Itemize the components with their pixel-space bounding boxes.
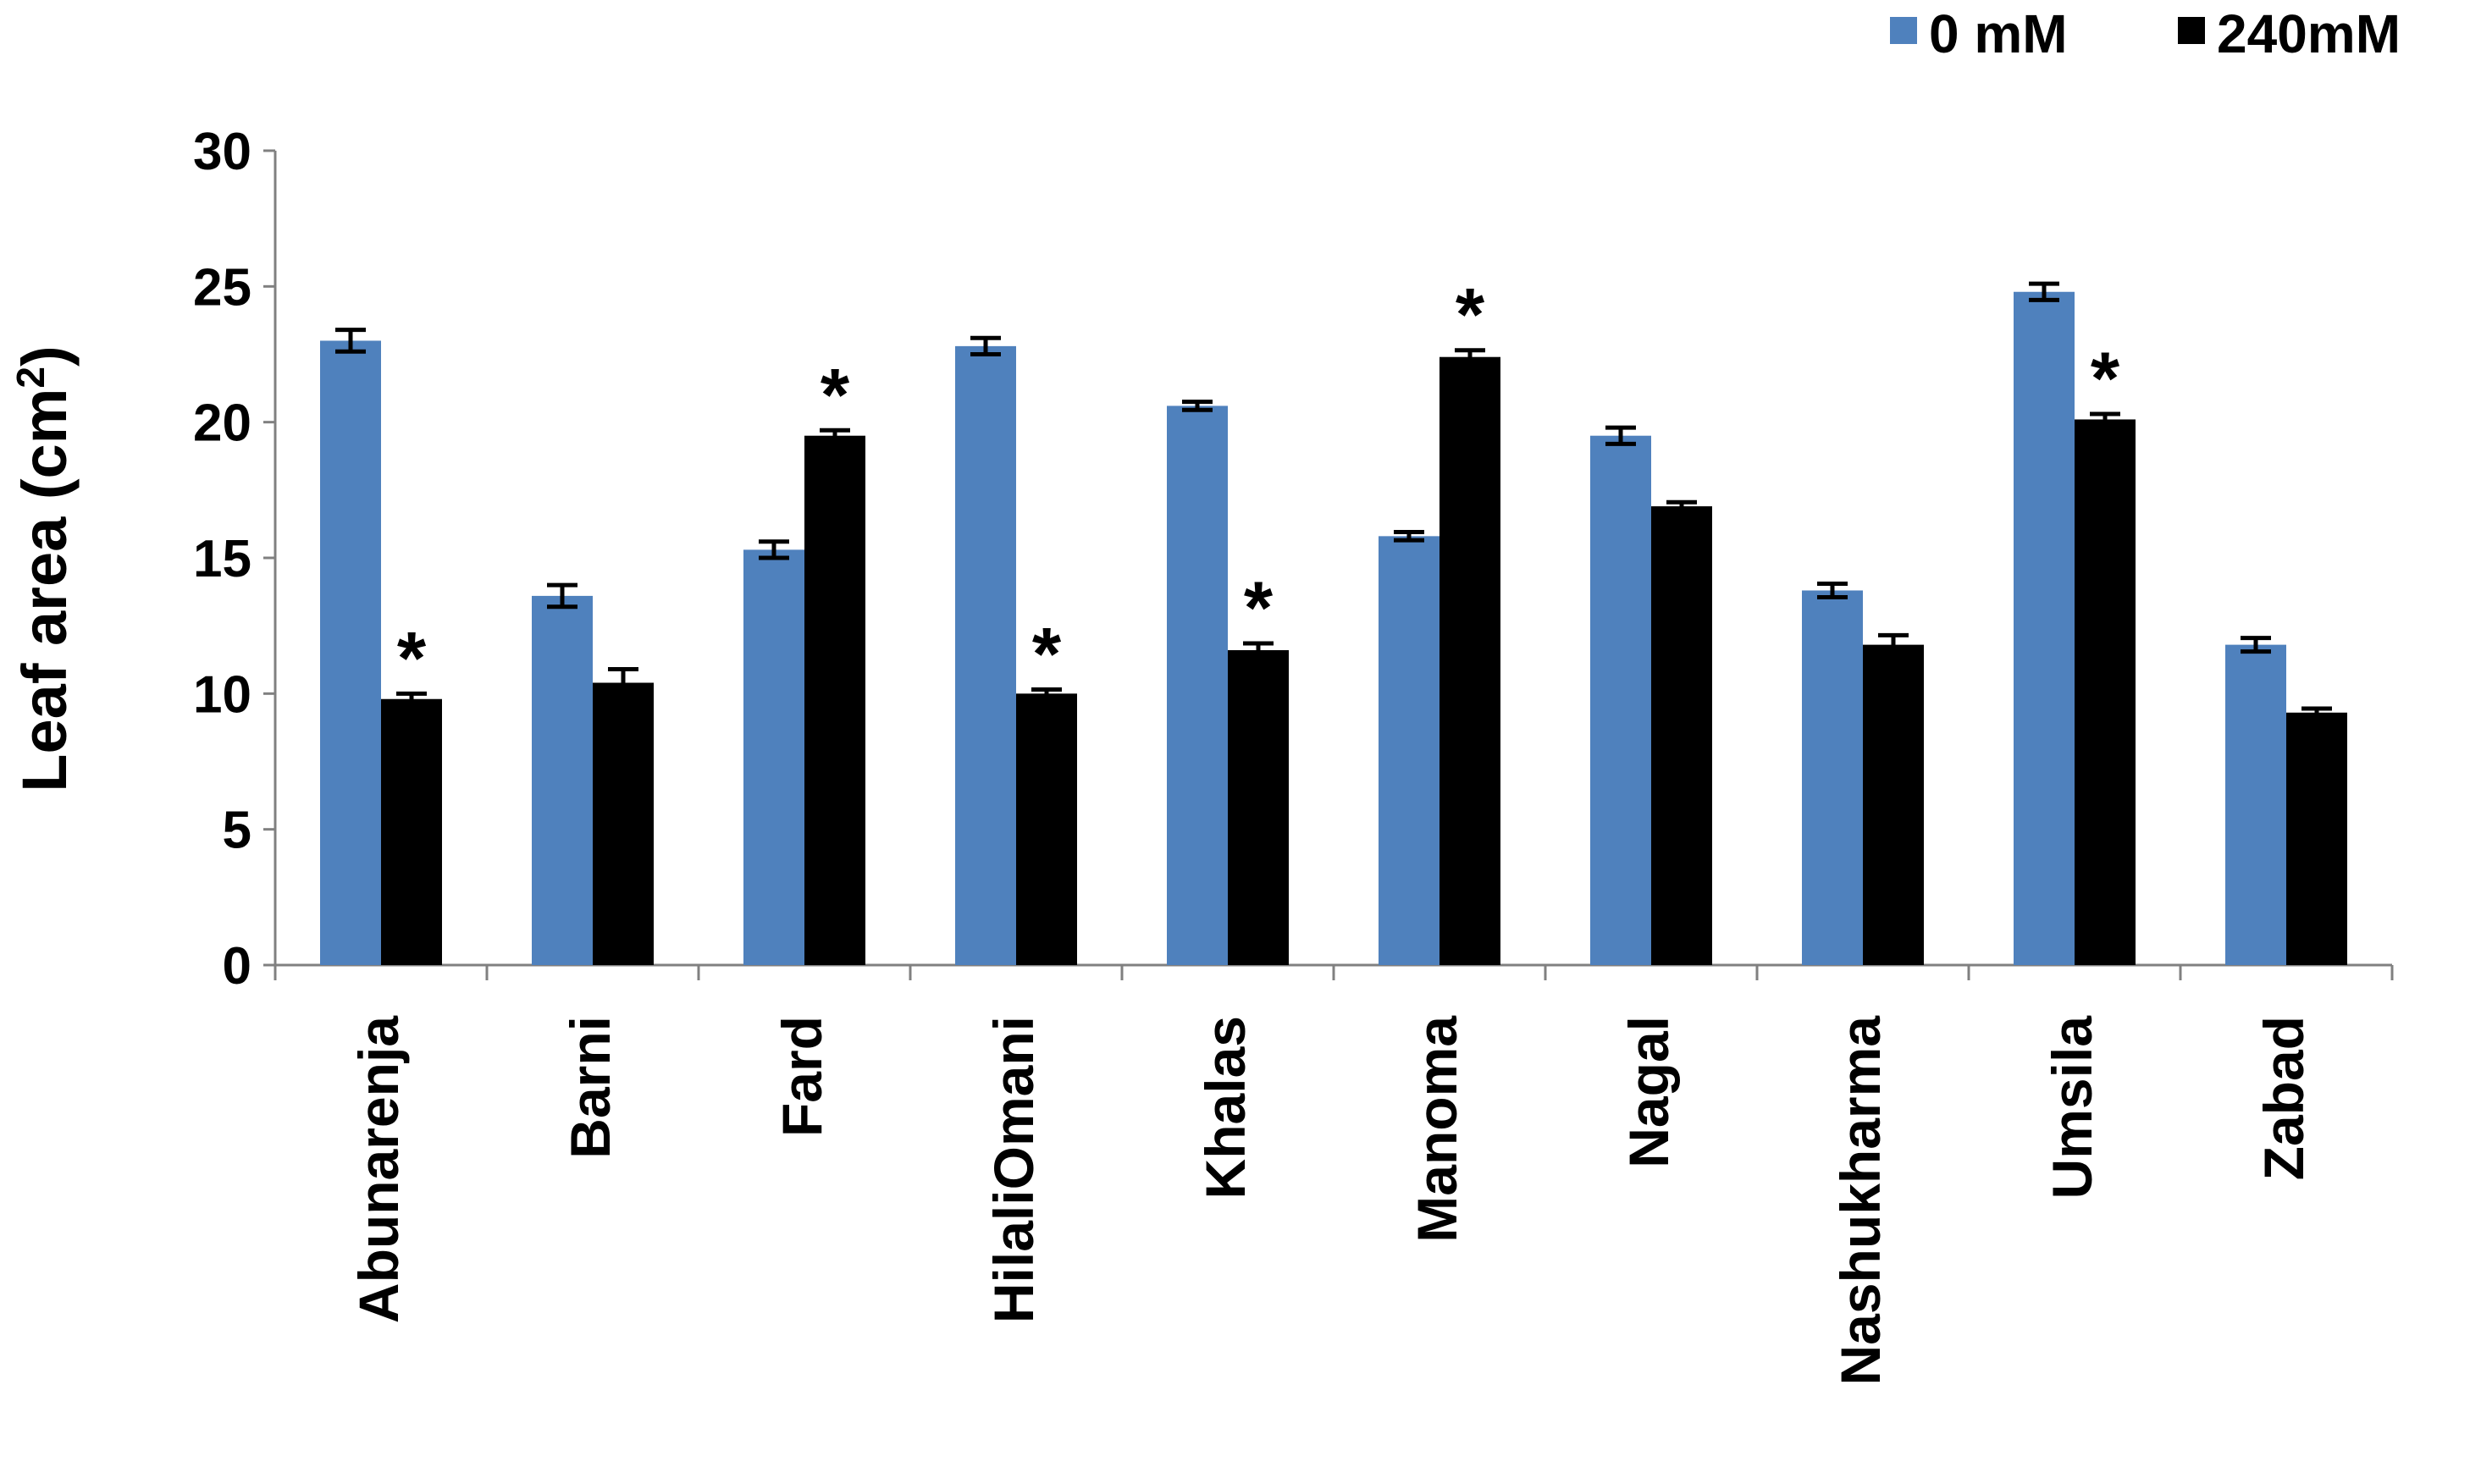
category-label: Abunarenja [347, 1015, 410, 1323]
significance-asterisk: * [1032, 612, 1062, 696]
y-tick-label: 20 [193, 394, 251, 453]
bar-fard-240mm [804, 435, 865, 965]
category-label: Barni [559, 1016, 622, 1159]
y-tick-label: 0 [223, 937, 251, 996]
y-axis-title-superscript: 2 [8, 367, 52, 389]
legend-swatch-240mm [2178, 17, 2205, 44]
bar-nashukharma-0mm [1802, 590, 1863, 965]
category-label: Umsila [2041, 1015, 2103, 1200]
y-axis-title: Leaf area (cm2) [8, 345, 80, 792]
category-label: Fard [771, 1016, 833, 1137]
significance-asterisk: * [1456, 273, 1485, 356]
y-tick-label: 30 [193, 123, 251, 181]
bar-zabad-240mm [2286, 712, 2347, 965]
y-tick-label: 15 [193, 530, 251, 588]
bars [320, 291, 2347, 966]
bar-manoma-0mm [1379, 536, 1439, 965]
category-label: Khalas [1194, 1016, 1257, 1199]
legend-swatch-0mm [1890, 17, 1917, 44]
category-label: Nagal [1617, 1016, 1680, 1168]
significance-marks: * * * * * * [397, 273, 2120, 700]
bar-hilaliomani-240mm [1016, 693, 1077, 965]
bar-barni-0mm [532, 595, 593, 965]
bar-manoma-240mm [1439, 356, 1500, 965]
bar-khalas-240mm [1228, 650, 1289, 965]
bar-umsila-0mm [2014, 291, 2075, 965]
category-label: Nashukharma [1829, 1015, 1892, 1386]
significance-asterisk: * [821, 352, 850, 436]
bar-fard-0mm [743, 549, 804, 965]
significance-asterisk: * [2091, 336, 2120, 420]
bar-barni-240mm [593, 682, 654, 965]
y-tick-label: 25 [193, 258, 251, 317]
category-label: Manoma [1406, 1015, 1468, 1243]
legend-label-240mm: 240mM [2217, 3, 2401, 64]
y-axis-title-close: ) [9, 345, 80, 367]
legend: 0 mM 240mM [1890, 3, 2401, 64]
bar-hilaliomani-0mm [955, 345, 1016, 965]
bar-zabad-0mm [2225, 644, 2286, 965]
category-labels: Abunarenja Barni Fard HilaliOmani Khalas Mano… [347, 1015, 2315, 1386]
bar-nagal-0mm [1590, 435, 1651, 965]
y-tick-label: 5 [223, 802, 251, 860]
category-label: HilaliOmani [982, 1016, 1045, 1323]
significance-asterisk: * [1244, 565, 1274, 649]
y-tick-label: 10 [193, 665, 251, 724]
bar-nashukharma-240mm [1863, 644, 1924, 965]
bar-khalas-0mm [1167, 405, 1228, 966]
tick-labels: 0 5 10 15 20 25 30 [193, 123, 251, 996]
bar-umsila-240mm [2075, 419, 2136, 966]
bar-abunarenja-240mm [381, 698, 442, 965]
legend-label-0mm: 0 mM [1929, 3, 2068, 64]
bar-abunarenja-0mm [320, 340, 381, 965]
significance-asterisk: * [397, 615, 427, 699]
y-axis-title-text: Leaf area (cm [9, 389, 80, 792]
category-label: Zabad [2252, 1016, 2315, 1180]
bar-nagal-240mm [1651, 506, 1712, 965]
error-bars [335, 281, 2332, 720]
